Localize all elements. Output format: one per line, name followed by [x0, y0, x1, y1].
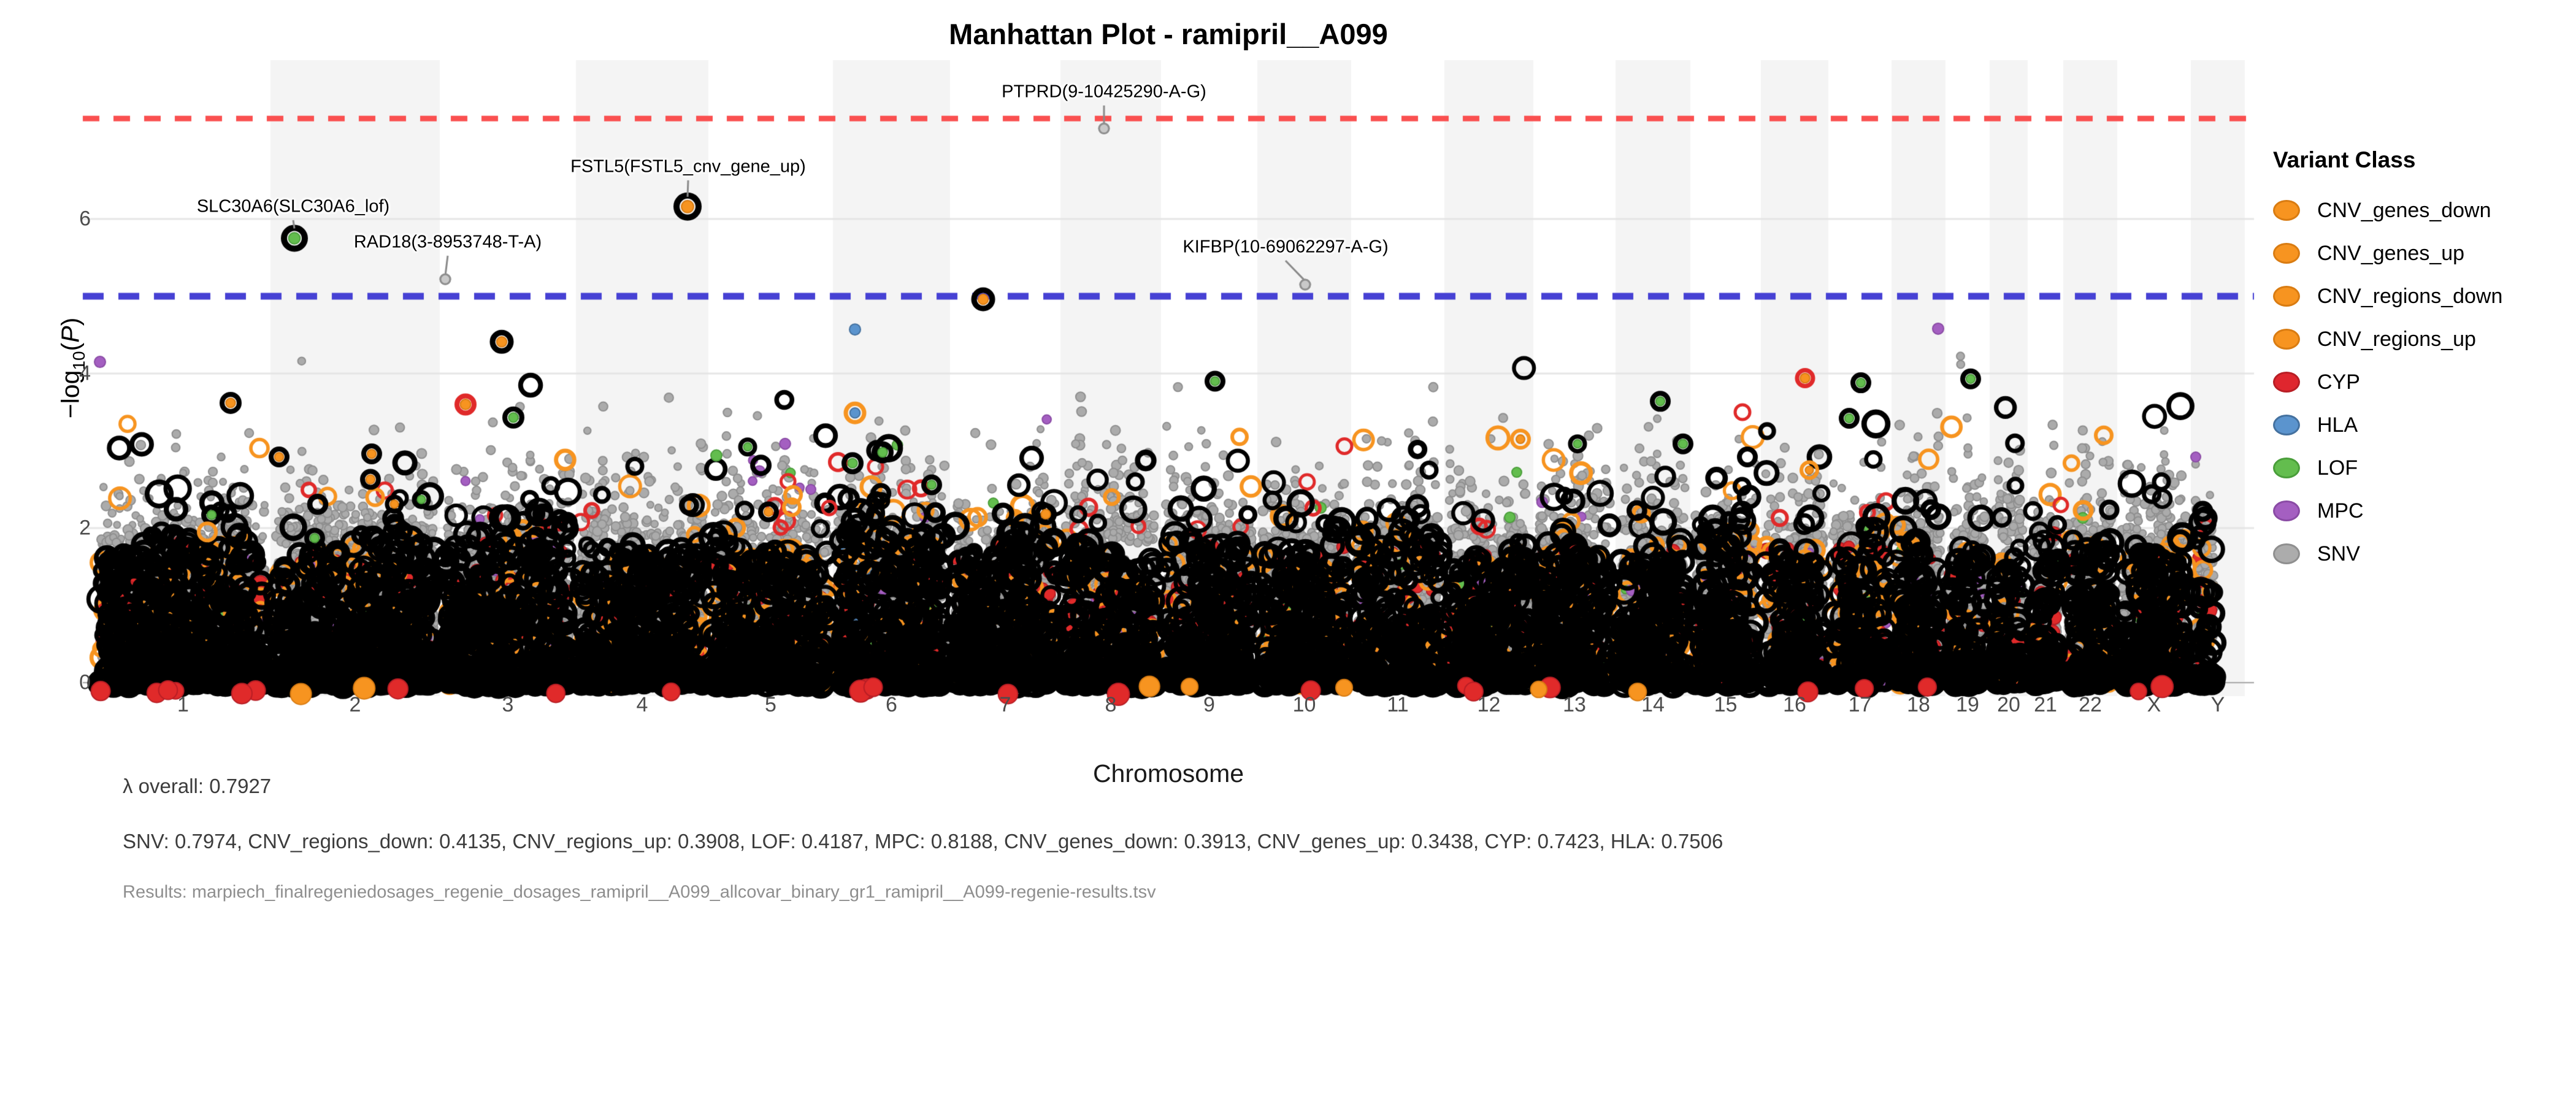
x-tick-label: 8	[1105, 693, 1117, 716]
y-axis-title-paren-open: (	[56, 342, 85, 351]
x-tick-label: 9	[1203, 693, 1215, 716]
legend-item: LOF	[2273, 447, 2502, 489]
x-tick-label: 18	[1907, 693, 1930, 716]
legend-item-label: CNV_genes_up	[2317, 241, 2465, 265]
x-tick-label: 1	[177, 693, 189, 716]
x-tick-label: X	[2147, 693, 2161, 716]
x-tick-label: 11	[1387, 693, 1409, 716]
y-tick-label: 0	[79, 670, 91, 694]
x-tick-label: 2	[349, 693, 361, 716]
legend-item-label: HLA	[2317, 413, 2358, 437]
x-tick-label: 13	[1563, 693, 1586, 716]
annotation-label: SLC30A6(SLC30A6_lof)	[196, 196, 390, 217]
legend-swatch-icon	[2273, 500, 2300, 521]
x-tick-label: 15	[1714, 693, 1738, 716]
legend-swatch-icon	[2273, 243, 2300, 264]
y-axis-title-paren-close: )	[56, 317, 85, 326]
legend-item-label: LOF	[2317, 456, 2358, 480]
x-tick-label: 7	[999, 693, 1011, 716]
legend-item-label: CNV_regions_up	[2317, 327, 2476, 351]
y-axis-title-pvalue: P	[56, 326, 85, 343]
y-tick-label: 6	[79, 207, 91, 231]
legend-items: CNV_genes_down CNV_genes_up CNV_regions_do…	[2273, 189, 2502, 575]
legend-item: CYP	[2273, 361, 2502, 404]
results-file-text: Results: marpiech_finalregeniedosages_re…	[123, 882, 1156, 902]
annotation-label: PTPRD(9-10425290-A-G)	[1002, 82, 1206, 102]
legend-item-label: SNV	[2317, 542, 2360, 565]
x-tick-label: 16	[1783, 693, 1806, 716]
x-tick-label: 6	[886, 693, 897, 716]
x-tick-label: 21	[2034, 693, 2057, 716]
legend-swatch-icon	[2273, 200, 2300, 221]
legend-swatch-icon	[2273, 458, 2300, 478]
annotation-label: RAD18(3-8953748-T-A)	[353, 232, 542, 252]
legend-item-label: CNV_regions_down	[2317, 284, 2503, 308]
legend-swatch-icon	[2273, 286, 2300, 307]
x-tick-label: 3	[502, 693, 514, 716]
legend-item: MPC	[2273, 489, 2502, 532]
legend-item: CNV_genes_up	[2273, 232, 2502, 275]
legend-swatch-icon	[2273, 372, 2300, 393]
x-tick-label: 4	[636, 693, 648, 716]
variant-class-legend: Variant Class CNV_genes_down CNV_genes_up…	[2273, 147, 2502, 575]
y-tick-label: 2	[79, 516, 91, 540]
legend-item: CNV_genes_down	[2273, 189, 2502, 232]
x-tick-label: 5	[765, 693, 776, 716]
legend-item: CNV_regions_up	[2273, 318, 2502, 361]
lambda-overall-text: λ overall: 0.7927	[123, 775, 272, 797]
x-tick-label: 14	[1641, 693, 1665, 716]
annotation-label: KIFBP(10-69062297-A-G)	[1183, 237, 1389, 257]
legend-swatch-icon	[2273, 415, 2300, 435]
legend-item: SNV	[2273, 532, 2502, 575]
legend-item-label: CNV_genes_down	[2317, 198, 2491, 222]
x-tick-label: 20	[1997, 693, 2020, 716]
legend-swatch-icon	[2273, 329, 2300, 350]
x-tick-label: 10	[1292, 693, 1316, 716]
y-tick-label: 4	[79, 361, 91, 385]
x-axis-title: Chromosome	[1092, 759, 1244, 788]
legend-title: Variant Class	[2273, 147, 2416, 172]
legend-item: CNV_regions_down	[2273, 275, 2502, 318]
x-tick-label: 17	[1848, 693, 1872, 716]
x-tick-label: 12	[1477, 693, 1501, 716]
legend-item: HLA	[2273, 404, 2502, 447]
annotation-label: FSTL5(FSTL5_cnv_gene_up)	[570, 156, 806, 177]
legend-item-label: CYP	[2317, 370, 2360, 394]
x-tick-label: 19	[1956, 693, 1979, 716]
x-tick-label: Y	[2210, 693, 2225, 716]
lambda-per-class-text: SNV: 0.7974, CNV_regions_down: 0.4135, C…	[123, 830, 1723, 853]
legend-swatch-icon	[2273, 543, 2300, 564]
chart-title: Manhattan Plot - ramipril__A099	[949, 18, 1388, 50]
x-tick-label: 22	[2079, 693, 2102, 716]
legend-item-label: MPC	[2317, 499, 2364, 523]
